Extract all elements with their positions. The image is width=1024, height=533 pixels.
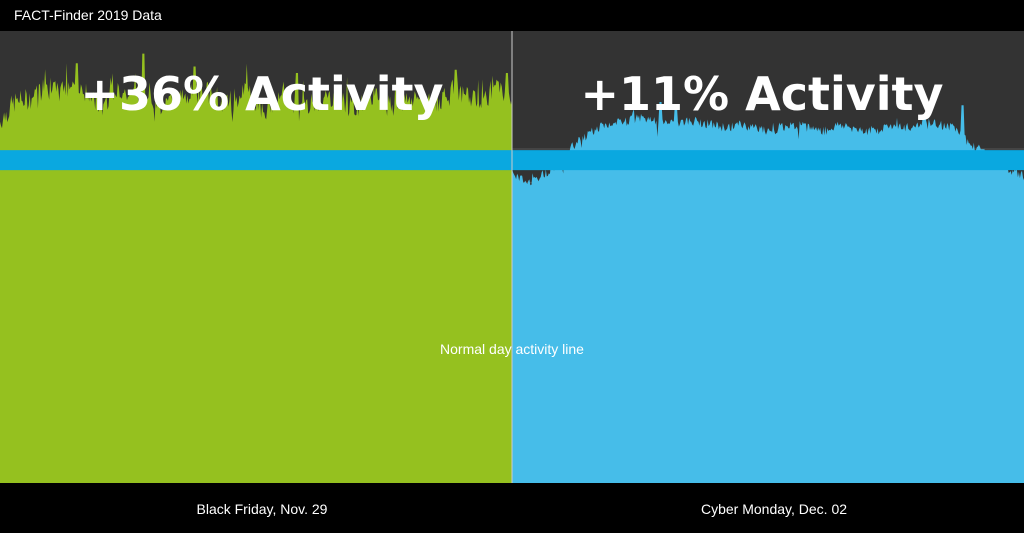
normal-activity-line-label: Normal day activity line <box>440 341 584 357</box>
cyber-monday-xlabel: Cyber Monday, Dec. 02 <box>700 501 848 517</box>
chart-plot-area: +36% Activity +11% Activity Normal day a… <box>0 31 1024 483</box>
cyber-monday-headline: +11% Activity <box>580 67 944 121</box>
x-axis-bar: Black Friday, Nov. 29 Cyber Monday, Dec.… <box>0 483 1024 533</box>
black-friday-xlabel: Black Friday, Nov. 29 <box>196 501 328 517</box>
activity-chart <box>0 31 1024 483</box>
chart-title: FACT-Finder 2019 Data <box>14 7 162 23</box>
header-bar: FACT-Finder 2019 Data <box>0 0 1024 31</box>
black-friday-headline: +36% Activity <box>80 67 444 121</box>
cyber-monday-area <box>512 102 1024 483</box>
